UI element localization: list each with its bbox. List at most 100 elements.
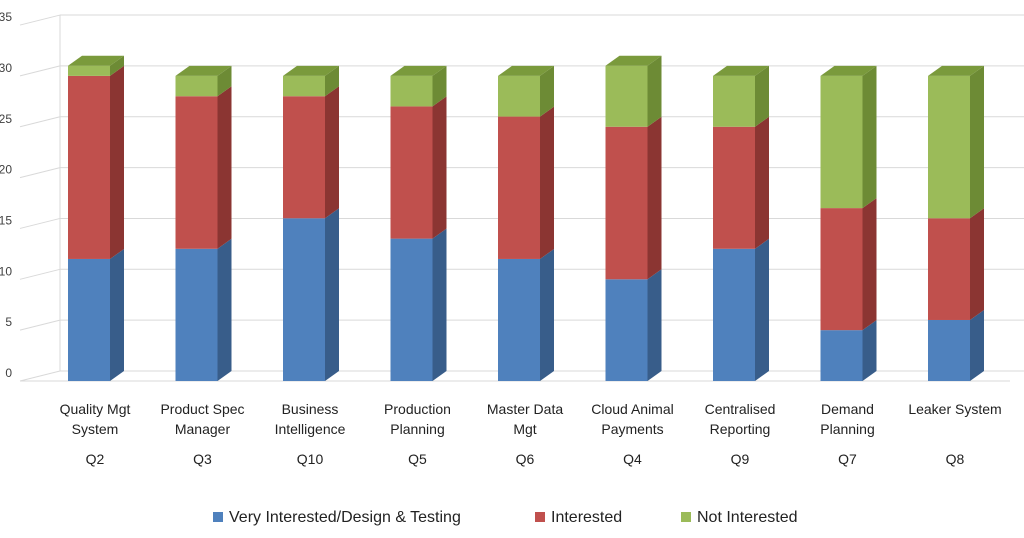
bar-side-not-interested bbox=[217, 65, 232, 97]
category-label: Quality Mgt bbox=[60, 401, 131, 417]
bar-segment-interested bbox=[68, 75, 110, 259]
category-label: Intelligence bbox=[275, 421, 346, 437]
bar-side-very-interested bbox=[970, 309, 984, 381]
category-code: Q10 bbox=[297, 451, 324, 467]
category-label: Leaker System bbox=[908, 401, 1001, 417]
category-label: Product Spec bbox=[160, 401, 244, 417]
gridline-slant bbox=[19, 167, 61, 179]
bar-side-not-interested bbox=[647, 55, 662, 127]
category-label: Reporting bbox=[710, 421, 771, 437]
bar-segment-interested bbox=[605, 126, 648, 280]
bar-segment-very-interested bbox=[283, 218, 325, 381]
bar-stack bbox=[68, 55, 124, 381]
bar-side-not-interested bbox=[325, 65, 339, 97]
bar-side-interested bbox=[647, 116, 662, 280]
bar-stack bbox=[820, 65, 877, 381]
bar-segment-interested bbox=[498, 116, 540, 259]
category-code: Q6 bbox=[516, 451, 535, 467]
x-axis-labels: Quality Mgt System Q2 Product Spec Manager Q3… bbox=[60, 401, 1002, 467]
bar-segment-interested bbox=[820, 208, 863, 331]
bar-segment-interested bbox=[928, 218, 970, 320]
gridline-slant bbox=[19, 65, 61, 77]
y-tick-label: 5 bbox=[5, 315, 12, 329]
bars bbox=[68, 55, 984, 381]
bar-side-very-interested bbox=[540, 248, 554, 381]
category-label: Manager bbox=[175, 421, 231, 437]
bar-stack bbox=[390, 65, 447, 381]
bar-stack bbox=[605, 55, 662, 381]
category-label: Planning bbox=[390, 421, 445, 437]
gridline-slant bbox=[19, 14, 61, 26]
bar-segment-very-interested bbox=[605, 279, 648, 381]
category-label: Planning bbox=[820, 421, 875, 437]
bar-side-interested bbox=[325, 86, 339, 219]
gridline-slant bbox=[19, 370, 61, 382]
bar-side-not-interested bbox=[862, 65, 877, 209]
category-label: Payments bbox=[601, 421, 663, 437]
bar-segment-not-interested bbox=[498, 75, 540, 117]
bar-side-interested bbox=[970, 208, 984, 320]
bar-top-face bbox=[713, 65, 769, 76]
legend-swatch bbox=[681, 512, 691, 522]
bar-segment-not-interested bbox=[928, 75, 970, 219]
bar-top-face bbox=[68, 55, 124, 66]
bar-side-not-interested bbox=[432, 65, 447, 107]
category-label: Master Data bbox=[487, 401, 563, 417]
bar-side-interested bbox=[540, 106, 554, 259]
legend-label: Interested bbox=[551, 509, 622, 526]
category-code: Q3 bbox=[193, 451, 212, 467]
y-axis-ticks: 0 5 10 15 20 25 30 35 bbox=[0, 10, 12, 380]
bar-segment-very-interested bbox=[175, 248, 218, 381]
bar-stack bbox=[283, 65, 339, 381]
gridline-slant bbox=[19, 319, 61, 331]
legend-label: Not Interested bbox=[697, 509, 798, 526]
y-tick-label: 10 bbox=[0, 264, 12, 278]
bar-side-very-interested bbox=[217, 238, 232, 381]
bar-top-face bbox=[928, 65, 984, 76]
category-label: Demand bbox=[821, 401, 874, 417]
bar-segment-very-interested bbox=[390, 238, 433, 381]
category-label: Mgt bbox=[513, 421, 536, 437]
y-tick-label: 35 bbox=[0, 10, 12, 24]
category-label: Production bbox=[384, 401, 451, 417]
legend-swatch bbox=[535, 512, 545, 522]
bar-side-very-interested bbox=[432, 228, 447, 381]
category-label: Business bbox=[282, 401, 339, 417]
bar-segment-not-interested bbox=[390, 75, 433, 107]
bar-side-not-interested bbox=[540, 65, 554, 117]
legend: Very Interested/Design & Testing Interest… bbox=[213, 509, 798, 526]
category-code: Q4 bbox=[623, 451, 642, 467]
bar-segment-not-interested bbox=[68, 65, 110, 76]
bar-side-very-interested bbox=[325, 208, 339, 381]
bar-stack bbox=[498, 65, 554, 381]
bar-segment-very-interested bbox=[820, 330, 863, 381]
gridline-slant bbox=[19, 268, 61, 280]
category-code: Q8 bbox=[946, 451, 965, 467]
bar-segment-interested bbox=[175, 96, 218, 249]
y-tick-label: 30 bbox=[0, 61, 12, 75]
category-code: Q9 bbox=[731, 451, 750, 467]
category-label: Cloud Animal bbox=[591, 401, 674, 417]
bar-segment-interested bbox=[713, 126, 755, 249]
bar-side-not-interested bbox=[755, 65, 769, 127]
legend-label: Very Interested/Design & Testing bbox=[229, 509, 461, 526]
bar-side-very-interested bbox=[862, 320, 877, 381]
bar-segment-not-interested bbox=[820, 75, 863, 209]
bar-side-not-interested bbox=[110, 55, 124, 76]
bar-segment-interested bbox=[283, 96, 325, 219]
category-label: Centralised bbox=[705, 401, 776, 417]
bar-segment-very-interested bbox=[68, 258, 110, 381]
bar-top-face bbox=[175, 65, 232, 76]
bar-segment-interested bbox=[390, 106, 433, 239]
bar-segment-not-interested bbox=[175, 75, 218, 97]
bar-side-interested bbox=[755, 116, 769, 249]
legend-swatch bbox=[213, 512, 223, 522]
bar-top-face bbox=[820, 65, 877, 76]
gridline-slant bbox=[19, 217, 61, 229]
category-code: Q2 bbox=[86, 451, 105, 467]
bar-top-face bbox=[390, 65, 447, 76]
bar-side-interested bbox=[217, 86, 232, 249]
bar-side-very-interested bbox=[647, 269, 662, 381]
